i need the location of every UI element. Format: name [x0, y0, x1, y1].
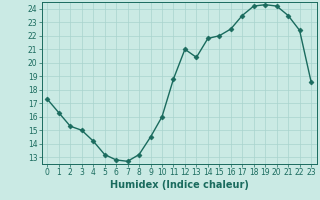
X-axis label: Humidex (Indice chaleur): Humidex (Indice chaleur): [110, 180, 249, 190]
